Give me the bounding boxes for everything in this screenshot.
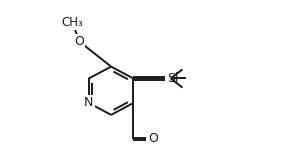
Text: CH₃: CH₃ (61, 16, 83, 29)
Text: Si: Si (167, 72, 178, 85)
Text: O: O (148, 132, 158, 145)
Text: N: N (84, 96, 94, 109)
Text: O: O (74, 35, 84, 48)
